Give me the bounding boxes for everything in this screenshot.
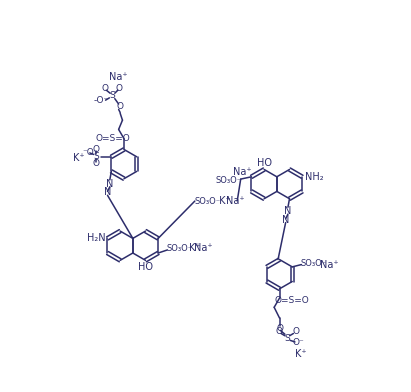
Text: HO: HO [256, 158, 272, 167]
Text: K⁺: K⁺ [189, 243, 201, 253]
Text: N: N [282, 214, 289, 225]
Text: K⁺: K⁺ [295, 348, 307, 359]
Text: O: O [92, 159, 99, 168]
Text: O: O [117, 102, 124, 111]
Text: S: S [110, 91, 115, 100]
Text: O: O [101, 84, 108, 93]
Text: O: O [276, 324, 283, 333]
Text: Na⁺: Na⁺ [109, 72, 128, 82]
Text: N: N [104, 187, 111, 197]
Text: SO₃O⁻: SO₃O⁻ [167, 244, 193, 253]
Text: O=S=O: O=S=O [275, 296, 309, 305]
Text: Na⁺: Na⁺ [320, 260, 339, 270]
Text: Na⁺: Na⁺ [233, 167, 252, 177]
Text: S: S [93, 152, 99, 161]
Text: SO₃O⁻: SO₃O⁻ [215, 176, 241, 185]
Text: S: S [284, 334, 290, 343]
Text: O: O [116, 84, 123, 93]
Text: N: N [284, 206, 292, 216]
Text: ⁻O: ⁻O [82, 148, 94, 157]
Text: NH₂: NH₂ [305, 172, 324, 182]
Text: O⁻: O⁻ [292, 338, 304, 347]
Text: HO: HO [138, 262, 153, 272]
Text: N: N [106, 179, 113, 189]
Text: -O⁻: -O⁻ [94, 96, 109, 105]
Text: Na⁺: Na⁺ [226, 196, 244, 206]
Text: SO₃O⁻: SO₃O⁻ [195, 196, 221, 205]
Text: K⁺: K⁺ [73, 153, 85, 163]
Text: O: O [275, 327, 282, 336]
Text: K⁺: K⁺ [217, 196, 231, 206]
Text: O=S=O: O=S=O [95, 134, 130, 143]
Text: O: O [292, 327, 299, 336]
Text: SO₃O⁻: SO₃O⁻ [301, 259, 327, 267]
Text: H₂N: H₂N [87, 233, 105, 243]
Text: O: O [92, 145, 99, 154]
Text: Na⁺: Na⁺ [194, 243, 213, 253]
